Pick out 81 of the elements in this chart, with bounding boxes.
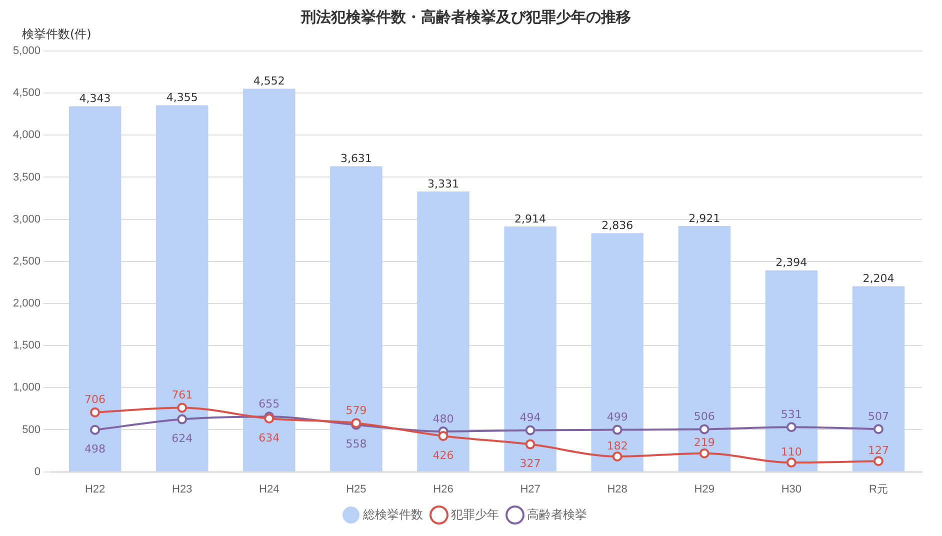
- y-tick-label: 500: [22, 424, 41, 436]
- y-tick-label: 2,000: [12, 298, 41, 310]
- data-label: 2,394: [776, 256, 808, 270]
- y-tick-label: 1,000: [12, 382, 41, 394]
- x-tick-label: H30: [781, 483, 802, 496]
- bar: [417, 191, 470, 472]
- data-label: 3,631: [340, 152, 372, 166]
- point: [90, 407, 100, 418]
- bar: [852, 286, 905, 472]
- data-label: 327: [520, 457, 541, 470]
- data-label: 498: [84, 442, 106, 456]
- data-label: 4,552: [253, 74, 285, 88]
- x-tick-label: H28: [607, 483, 628, 496]
- y-tick-label: 5,000: [12, 45, 41, 58]
- y-tick-label: 4,000: [12, 129, 41, 142]
- x-tick-label: H24: [259, 483, 280, 496]
- data-label: 624: [172, 432, 193, 446]
- legend-label: 総検挙件数: [362, 507, 423, 522]
- point: [177, 402, 188, 413]
- data-label: 558: [346, 438, 367, 451]
- point: [525, 439, 536, 450]
- data-label: 2,921: [688, 212, 720, 225]
- bar: [68, 106, 122, 472]
- y-tick-label: 4,500: [12, 87, 41, 100]
- data-label: 426: [432, 448, 454, 462]
- point: [786, 458, 796, 468]
- bar: [765, 270, 818, 472]
- point: [525, 425, 536, 436]
- data-label: 2,914: [514, 212, 546, 226]
- x-tick-label: H26: [433, 483, 454, 496]
- bar: [591, 233, 644, 472]
- bar: [504, 226, 556, 472]
- data-label: 4,355: [166, 91, 198, 104]
- x-tick-label: H29: [694, 483, 714, 496]
- point: [873, 424, 884, 434]
- data-label: 531: [780, 408, 802, 421]
- data-label: 480: [432, 412, 454, 426]
- data-label: 655: [258, 398, 280, 411]
- point: [90, 424, 100, 435]
- data-label: 506: [694, 410, 715, 424]
- data-label: 761: [172, 388, 193, 402]
- point: [873, 456, 884, 466]
- chart-title: 刑法犯検挙件数・高齢者検挙及び犯罪少年の推移: [300, 8, 631, 26]
- bar: [243, 88, 296, 472]
- x-tick-label: R元: [869, 483, 888, 496]
- legend-label: 犯罪少年: [451, 507, 499, 522]
- data-label: 494: [520, 411, 541, 424]
- y-tick-label: 1,500: [12, 340, 41, 352]
- x-tick-label: H23: [172, 483, 192, 496]
- y-tick-label: 3,500: [12, 171, 41, 184]
- data-label: 507: [868, 410, 889, 423]
- data-label: 127: [868, 444, 889, 457]
- point: [699, 424, 710, 434]
- data-label: 2,836: [602, 218, 634, 232]
- point: [786, 422, 796, 432]
- data-label: 706: [84, 393, 106, 406]
- point: [438, 430, 448, 441]
- point: [612, 424, 622, 435]
- data-label: 4,343: [79, 92, 111, 106]
- data-label: 634: [258, 431, 280, 444]
- data-label: 499: [606, 410, 628, 424]
- x-tick-label: H27: [520, 483, 540, 496]
- data-label: 2,204: [862, 272, 894, 286]
- data-label: 219: [694, 436, 715, 450]
- bar: [156, 105, 208, 472]
- data-label: 182: [606, 439, 628, 452]
- y-tick-label: 2,500: [12, 255, 41, 268]
- bar: [330, 166, 382, 472]
- y-axis-title: 検挙件数(件): [22, 26, 92, 43]
- data-label: 579: [346, 404, 367, 417]
- point: [177, 414, 188, 424]
- data-label: 3,331: [427, 177, 459, 190]
- y-tick-label: 0: [34, 466, 41, 478]
- data-label: 110: [780, 445, 802, 458]
- y-tick-label: 3,000: [12, 213, 41, 226]
- bar: [678, 226, 730, 472]
- point: [612, 451, 622, 462]
- x-tick-label: H22: [84, 483, 106, 496]
- legend-label: 高齢者検挙: [527, 507, 587, 522]
- point: [699, 448, 710, 458]
- x-tick-label: H25: [346, 483, 366, 496]
